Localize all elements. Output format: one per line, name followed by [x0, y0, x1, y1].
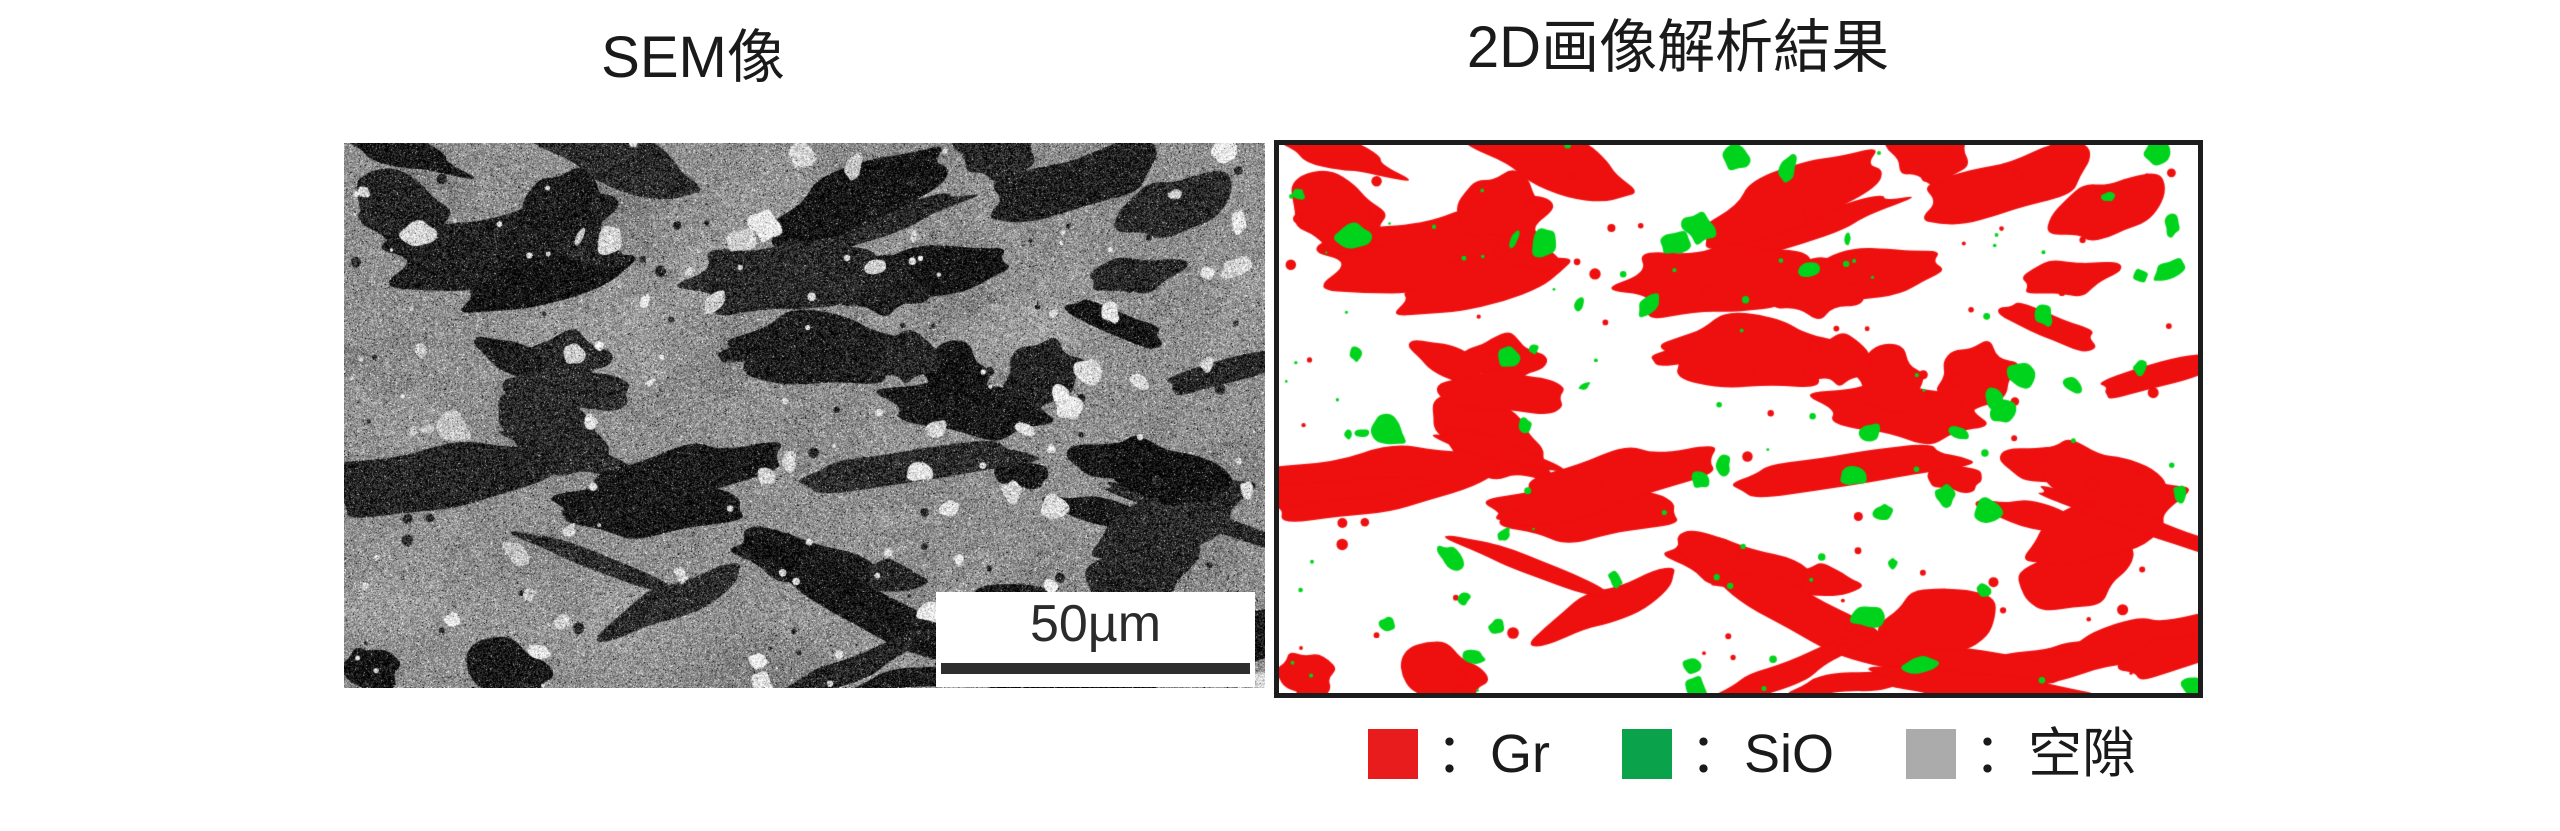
analysis-panel-title: 2D画像解析結果	[1467, 16, 1889, 80]
void-label: ：空隙	[1974, 726, 2136, 782]
two-panel-figure: SEM像 2D画像解析結果 50µm ：Gr ：SiO ：空隙	[0, 0, 2560, 831]
sem-image-panel: 50µm	[344, 143, 1265, 688]
gr-color-swatch	[1368, 729, 1418, 779]
segmentation-result-panel	[1274, 140, 2203, 698]
gr-label: ：Gr	[1436, 726, 1550, 782]
legend-item-sio: ：SiO	[1622, 726, 1834, 782]
legend-item-void: ：空隙	[1906, 726, 2136, 782]
legend-item-gr: ：Gr	[1368, 726, 1550, 782]
scale-bar: 50µm	[936, 592, 1255, 687]
void-color-swatch	[1906, 729, 1956, 779]
legend: ：Gr ：SiO ：空隙	[1368, 726, 2136, 782]
segmentation-result-image	[1279, 145, 2198, 693]
sio-label: ：SiO	[1690, 726, 1834, 782]
scale-bar-line	[941, 663, 1250, 674]
sio-color-swatch	[1622, 729, 1672, 779]
scale-bar-label: 50µm	[936, 594, 1255, 654]
sem-panel-title: SEM像	[601, 26, 785, 90]
